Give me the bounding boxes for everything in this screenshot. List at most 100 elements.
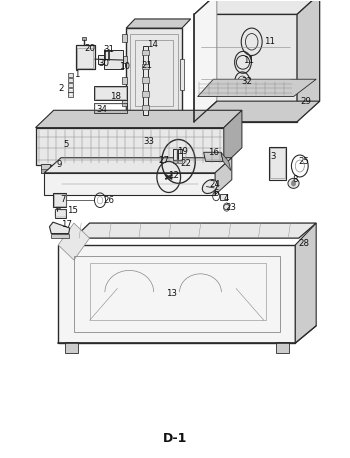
Bar <box>68 87 73 92</box>
Text: 12: 12 <box>168 171 179 180</box>
Bar <box>122 56 127 63</box>
Bar <box>270 148 285 178</box>
Bar <box>141 105 149 110</box>
Bar <box>178 149 182 159</box>
Bar <box>122 34 127 42</box>
Text: 14: 14 <box>147 39 158 49</box>
Polygon shape <box>36 110 242 128</box>
Text: 8: 8 <box>293 175 298 184</box>
Text: 26: 26 <box>103 196 114 205</box>
Bar <box>68 93 73 97</box>
Bar <box>44 173 215 195</box>
Bar <box>58 245 295 343</box>
Bar <box>143 46 148 115</box>
Bar <box>94 86 127 100</box>
Polygon shape <box>221 153 231 170</box>
Text: 7: 7 <box>60 195 65 204</box>
Text: 28: 28 <box>299 239 309 248</box>
Bar <box>69 83 72 86</box>
Bar <box>95 87 126 99</box>
Polygon shape <box>194 0 320 14</box>
Text: 15: 15 <box>66 206 78 215</box>
Bar <box>173 149 177 159</box>
Text: 22: 22 <box>180 159 191 168</box>
Text: 34: 34 <box>96 105 107 114</box>
Text: 29: 29 <box>300 97 311 106</box>
Text: 2: 2 <box>58 84 64 93</box>
Bar <box>141 91 149 97</box>
Text: 30: 30 <box>98 59 109 68</box>
Text: 5: 5 <box>63 140 69 149</box>
Text: 32: 32 <box>241 77 252 87</box>
Polygon shape <box>224 110 242 165</box>
Text: 23: 23 <box>225 202 236 212</box>
Bar <box>269 147 286 180</box>
Text: D-1: D-1 <box>163 431 187 445</box>
Text: 4: 4 <box>224 194 229 203</box>
Text: 19: 19 <box>176 147 187 156</box>
Polygon shape <box>51 234 69 238</box>
Bar <box>68 82 73 87</box>
Polygon shape <box>49 222 70 234</box>
Polygon shape <box>126 19 191 28</box>
Polygon shape <box>58 223 90 260</box>
Bar <box>104 50 123 69</box>
Polygon shape <box>295 223 316 343</box>
Ellipse shape <box>288 178 299 188</box>
Bar <box>53 193 66 207</box>
Bar <box>178 160 182 163</box>
Text: 21: 21 <box>141 61 152 70</box>
Bar <box>180 59 184 90</box>
Bar <box>126 28 182 117</box>
Bar <box>95 104 126 112</box>
Bar <box>56 208 60 213</box>
Bar <box>69 88 72 91</box>
Bar <box>141 77 149 83</box>
Text: 24: 24 <box>210 180 221 189</box>
Bar <box>98 55 121 64</box>
Polygon shape <box>198 79 316 97</box>
Text: 18: 18 <box>110 92 121 101</box>
Polygon shape <box>194 101 320 122</box>
Text: 3: 3 <box>271 153 276 161</box>
Text: 1: 1 <box>74 70 79 79</box>
Bar <box>74 256 280 332</box>
Text: 6: 6 <box>214 189 219 198</box>
Bar <box>90 263 266 320</box>
Bar <box>173 160 177 163</box>
Bar <box>41 164 49 173</box>
Polygon shape <box>297 0 320 122</box>
Text: 27: 27 <box>158 156 169 164</box>
Polygon shape <box>74 223 316 238</box>
Bar <box>69 93 72 96</box>
Bar <box>122 77 127 84</box>
Bar <box>276 342 289 353</box>
Bar <box>69 74 72 76</box>
Text: 10: 10 <box>119 62 130 71</box>
Bar <box>55 209 66 218</box>
Bar <box>68 78 73 82</box>
Bar <box>69 79 72 82</box>
Ellipse shape <box>202 180 217 193</box>
Bar <box>82 37 86 40</box>
Text: 17: 17 <box>61 220 72 229</box>
Bar <box>141 50 149 55</box>
Ellipse shape <box>224 204 229 210</box>
Bar <box>194 14 297 122</box>
Bar <box>55 210 65 217</box>
Circle shape <box>292 180 296 186</box>
Bar <box>36 128 224 165</box>
Text: 33: 33 <box>144 137 154 146</box>
Text: 16: 16 <box>208 148 219 157</box>
Text: 9: 9 <box>57 160 62 169</box>
Bar <box>94 104 127 113</box>
Bar <box>65 342 78 353</box>
Bar <box>77 48 93 68</box>
Text: 13: 13 <box>166 289 177 298</box>
Bar <box>122 98 127 106</box>
Text: 11: 11 <box>243 56 254 65</box>
Bar <box>76 45 95 69</box>
Polygon shape <box>204 153 223 161</box>
Bar <box>219 194 226 200</box>
Polygon shape <box>44 158 232 173</box>
